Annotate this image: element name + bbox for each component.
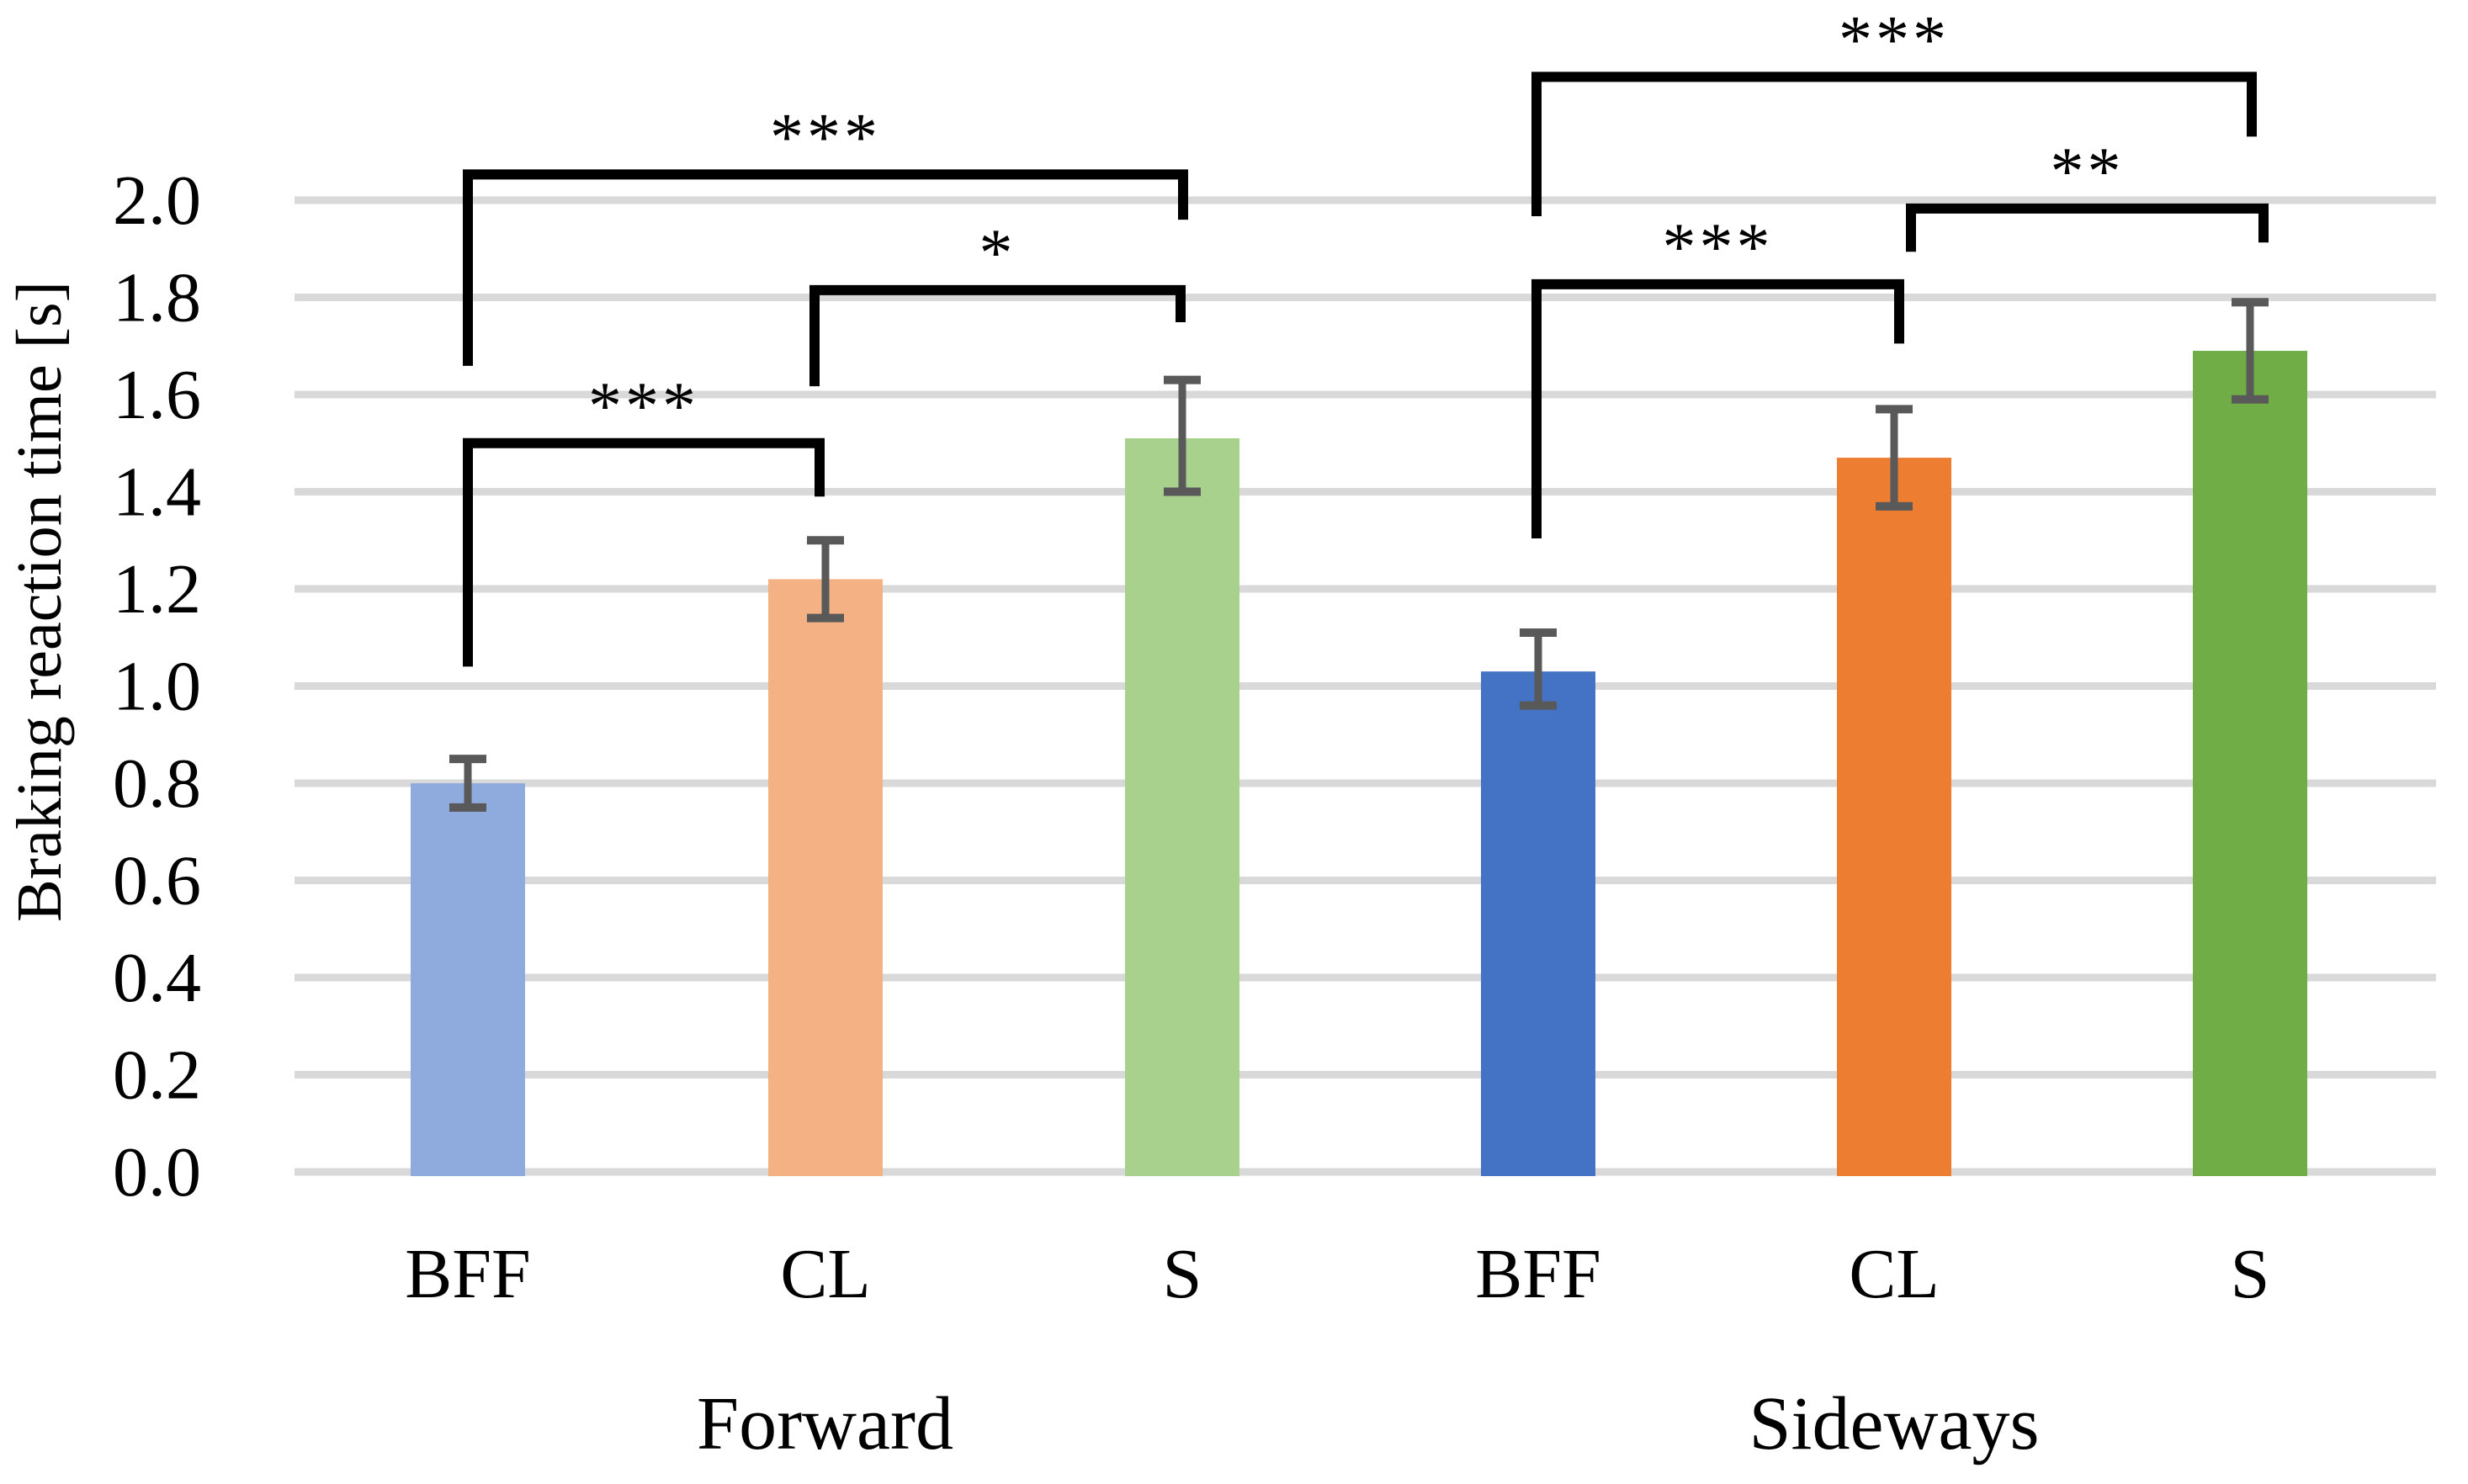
significance-label-forward-cl-s: * (979, 216, 1016, 290)
significance-bracket-sideways-cl-s (1906, 203, 2269, 252)
significance-bracket-sideways-bff-s (1531, 72, 2257, 217)
y-tick-label-1.4: 1.4 (113, 453, 201, 532)
error-bars-layer (449, 298, 2269, 812)
significance-label-sideways-bff-cl: *** (1663, 210, 1774, 284)
significance-label-forward-bff-cl: *** (588, 369, 699, 443)
y-tick-label-0.2: 0.2 (113, 1036, 201, 1115)
significance-bracket-forward-cl-s (809, 284, 1186, 387)
gridlines-layer (295, 196, 2436, 1176)
category-label-sideways-bff: BFF (1475, 1235, 1600, 1313)
y-tick-label-0.6: 0.6 (113, 842, 201, 920)
significance-bracket-forward-bff-cl (463, 437, 825, 667)
significance-brackets-layer: *************** (463, 3, 2269, 667)
y-tick-label-0.0: 0.0 (113, 1133, 201, 1211)
bar-sideways-s (2193, 351, 2307, 1176)
bar-forward-s (1125, 437, 1239, 1176)
bar-forward-cl (768, 579, 883, 1176)
bar-sideways-bff (1481, 671, 1595, 1176)
category-label-sideways-cl: CL (1849, 1235, 1939, 1313)
category-label-forward-bff: BFF (405, 1235, 530, 1313)
group-label-forward: Forward (697, 1382, 953, 1465)
y-tick-label-0.4: 0.4 (113, 939, 201, 1017)
y-tick-label-0.8: 0.8 (113, 745, 201, 823)
bars-layer (411, 351, 2307, 1176)
significance-bracket-forward-bff-s (463, 169, 1188, 366)
bar-sideways-cl (1837, 458, 1951, 1176)
axis-text-layer: Braking reaction time [s] 0.0 0.2 0.4 0.6 0.… (4, 162, 2269, 1465)
significance-bracket-sideways-bff-cl (1531, 278, 1904, 538)
category-label-forward-s: S (1163, 1235, 1202, 1313)
group-label-sideways: Sideways (1749, 1382, 2040, 1465)
significance-label-sideways-cl-s: ** (2051, 135, 2125, 209)
y-tick-label-2.0: 2.0 (113, 162, 201, 240)
bar-forward-bff (411, 783, 525, 1176)
y-axis-title: Braking reaction time [s] (4, 281, 75, 922)
significance-label-sideways-bff-s: *** (1839, 3, 1950, 77)
y-tick-label-1.6: 1.6 (113, 356, 201, 434)
y-tick-label-1.0: 1.0 (113, 648, 201, 726)
category-label-sideways-s: S (2231, 1235, 2270, 1313)
y-tick-label-1.2: 1.2 (113, 550, 201, 628)
significance-label-forward-bff-s: *** (770, 100, 881, 174)
y-tick-label-1.8: 1.8 (113, 259, 201, 337)
category-label-forward-cl: CL (780, 1235, 870, 1313)
